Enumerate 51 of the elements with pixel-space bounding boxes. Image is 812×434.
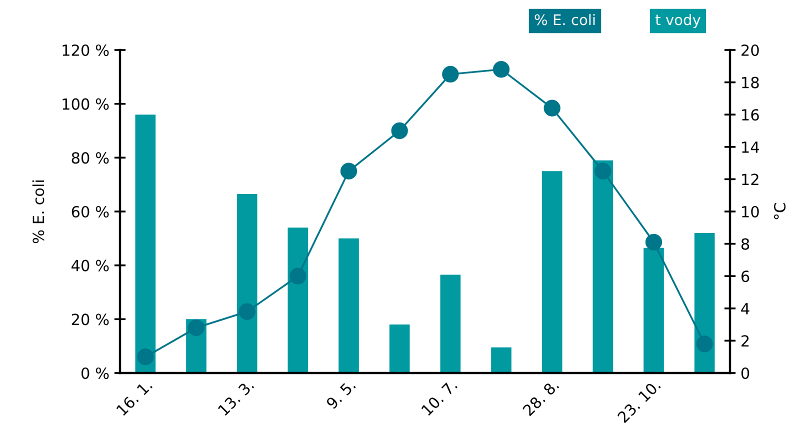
point (238, 303, 256, 320)
bar (389, 324, 410, 373)
bar (491, 347, 512, 373)
y-tick-label: 40 % (72, 260, 109, 272)
point (442, 66, 459, 83)
y-tick-label: 0 % (82, 367, 109, 380)
y2-axis-title: °C (774, 203, 786, 220)
y-tick-label: 60 % (72, 206, 109, 218)
point (188, 319, 205, 336)
y2-tick-label: 0 (741, 367, 750, 380)
y2-tick-label: 16 (742, 109, 759, 121)
x-tick-label: 10. 7. (420, 379, 458, 416)
y2-tick-label: 18 (742, 76, 759, 88)
bar (338, 238, 359, 373)
y2-tick-label: 20 (742, 44, 759, 56)
bar (236, 194, 258, 373)
x-tick-label: 23. 10. (616, 379, 661, 424)
point (137, 348, 154, 366)
point (544, 100, 560, 116)
text: % E. coli (534, 14, 595, 26)
y2-tick-label: 4 (741, 303, 750, 314)
y-tick-label: 120 % (62, 44, 109, 56)
y-tick-label: 80 % (72, 152, 109, 164)
point (696, 336, 713, 352)
point (492, 61, 510, 78)
point (594, 162, 612, 180)
y2-tick-label: 6 (741, 270, 750, 282)
point (340, 162, 358, 180)
y-tick-label: 100 % (62, 98, 109, 110)
bar (592, 160, 614, 373)
x-tick-label: 13. 3. (218, 379, 254, 416)
x-tick-label: 28. 8. (522, 379, 560, 416)
point (391, 122, 408, 140)
bar (440, 274, 461, 373)
y-axis-title: % E. coli (32, 180, 44, 244)
bar (694, 233, 715, 373)
bar (288, 228, 308, 373)
point (290, 268, 306, 284)
y2-tick-label: 10 (742, 206, 759, 218)
text: t vody (655, 14, 700, 28)
y2-tick-label: 14 (742, 142, 759, 153)
y2-tick-label: 8 (741, 238, 750, 250)
y2-tick-label: 12 (742, 174, 758, 186)
x-tick-label: 9. 5. (326, 379, 356, 410)
y-tick-label: 20 % (72, 314, 109, 326)
bar (644, 248, 664, 373)
y2-tick-label: 2 (742, 335, 749, 347)
x-tick-label: 16. 1. (116, 379, 153, 416)
bar (542, 171, 562, 373)
bar (135, 114, 156, 373)
point (645, 234, 662, 251)
